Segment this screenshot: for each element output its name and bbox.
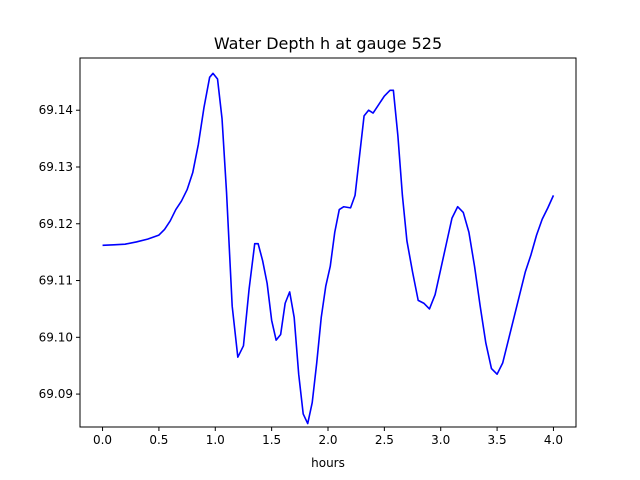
y-tick-label: 69.09	[39, 387, 73, 401]
x-tick-label: 4.0	[544, 433, 563, 447]
x-tick-label: 2.5	[375, 433, 394, 447]
x-tick-label: 3.5	[488, 433, 507, 447]
x-tick-label: 0.5	[149, 433, 168, 447]
x-tick-label: 3.0	[431, 433, 450, 447]
series-layer	[102, 72, 555, 425]
depth-series-line	[102, 72, 555, 425]
y-axis-ticks: 69.09 69.10 69.11 69.12 69.13 69.14	[39, 103, 80, 401]
y-tick-label: 69.11	[39, 274, 73, 288]
x-axis-ticks: 0.0 0.5 1.0 1.5 2.0 2.5 3.0 3.5 4.0	[93, 427, 563, 447]
x-tick-label: 1.0	[206, 433, 225, 447]
y-tick-label: 69.14	[39, 103, 73, 117]
y-tick-label: 69.10	[39, 330, 73, 344]
chart-title: Water Depth h at gauge 525	[214, 34, 442, 53]
plot-frame	[79, 57, 577, 428]
x-tick-label: 2.0	[318, 433, 337, 447]
plot-area	[80, 58, 576, 427]
x-axis-label: hours	[311, 456, 345, 470]
y-tick-label: 69.12	[39, 217, 73, 231]
x-tick-label: 1.5	[262, 433, 281, 447]
y-tick-label: 69.13	[39, 160, 73, 174]
x-tick-label: 0.0	[93, 433, 112, 447]
